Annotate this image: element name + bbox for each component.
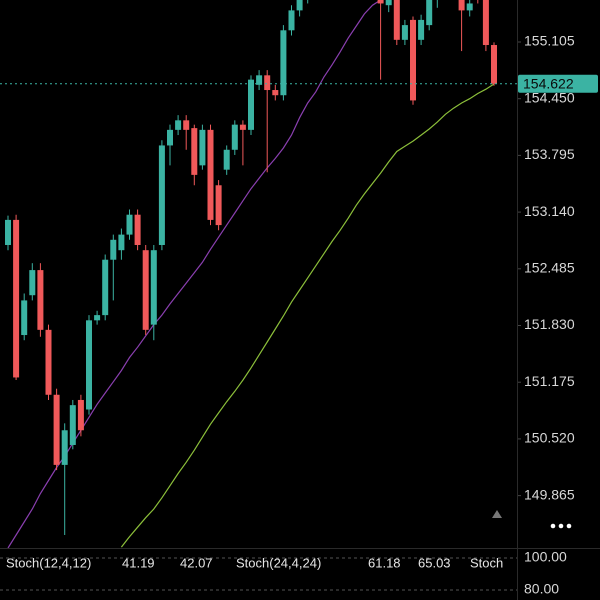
scroll-marker xyxy=(492,510,502,518)
candle-body xyxy=(45,329,52,395)
stoch-name: Stoch xyxy=(470,555,503,570)
stoch-tick-label: 80.00 xyxy=(524,581,559,597)
candle-body xyxy=(458,0,465,11)
stoch-value: 42.07 xyxy=(180,555,213,570)
more-menu[interactable] xyxy=(550,523,572,529)
price-axis: 149.865 150.520 151.175 151.830 152.485 153.1… xyxy=(517,33,598,597)
candle-body xyxy=(102,259,109,316)
candle-body xyxy=(175,120,182,130)
candle-body xyxy=(199,129,206,166)
y-tick-label: 150.520 xyxy=(524,430,575,446)
candle-body xyxy=(426,0,433,26)
menu-dot xyxy=(558,523,564,529)
candle-body xyxy=(21,300,28,336)
y-tick-label: 151.175 xyxy=(524,373,575,389)
candle-body xyxy=(377,0,384,4)
candle-body xyxy=(280,30,287,96)
candle-body xyxy=(94,315,101,321)
last-price-box xyxy=(518,74,598,93)
candle-body xyxy=(482,0,489,46)
candle-body xyxy=(126,214,133,235)
candle-body xyxy=(207,129,214,220)
stoch-value: 61.18 xyxy=(368,555,401,570)
candle-body xyxy=(215,185,222,226)
stoch-name: Stoch(24,4,24) xyxy=(236,555,321,570)
candle-body xyxy=(491,45,497,84)
candle-body xyxy=(231,124,238,150)
candle-body xyxy=(142,250,149,330)
y-tick-label: 151.830 xyxy=(524,316,575,332)
plot-area xyxy=(0,0,517,548)
candle-body xyxy=(401,25,408,40)
candle-body xyxy=(466,3,473,11)
candle-body xyxy=(150,250,157,325)
y-tick-label: 154.450 xyxy=(524,89,575,105)
candle-body xyxy=(183,120,190,130)
candle-body xyxy=(53,394,60,465)
stoch-name: Stoch(12,4,12) xyxy=(6,555,91,570)
candle-body xyxy=(296,0,303,11)
candle-body xyxy=(288,10,295,31)
candle-body xyxy=(158,145,165,245)
candle-body xyxy=(86,320,92,410)
candle-body xyxy=(110,239,117,260)
candle-body xyxy=(29,270,36,296)
candle-body xyxy=(167,129,173,146)
y-tick-label: 152.485 xyxy=(524,260,575,276)
moving-average-line xyxy=(7,0,381,548)
y-tick-label: 155.105 xyxy=(524,33,575,49)
last-price-label: 154.622 xyxy=(523,76,574,92)
candle-body xyxy=(61,430,68,465)
y-tick-label: 153.795 xyxy=(524,146,575,162)
candle-body xyxy=(264,75,271,91)
candle-body xyxy=(37,270,44,330)
candle-body xyxy=(248,79,254,130)
candle-body xyxy=(272,90,279,96)
candle-body xyxy=(77,399,84,431)
candle-body xyxy=(13,219,20,378)
candle-body xyxy=(385,0,392,6)
candle-body xyxy=(256,75,263,85)
stoch-panel: Stoch(12,4,12) 41.19 42.07 Stoch(24,4,24) 61… xyxy=(0,555,517,591)
stoch-value: 65.03 xyxy=(418,555,451,570)
candle-body xyxy=(223,149,230,170)
candle-body xyxy=(69,405,76,445)
candle-body xyxy=(191,128,198,175)
stoch-value: 41.19 xyxy=(122,555,155,570)
menu-dot xyxy=(566,523,572,529)
candle-body xyxy=(393,0,400,40)
stoch-tick-label: 100.00 xyxy=(524,549,567,565)
candle-body xyxy=(418,19,425,40)
candle-body xyxy=(239,124,246,130)
candle-body xyxy=(118,234,125,251)
y-tick-label: 153.140 xyxy=(524,203,575,219)
candle-body xyxy=(5,219,11,245)
candle-body xyxy=(134,214,141,245)
y-tick-label: 149.865 xyxy=(524,486,575,502)
moving-average-line xyxy=(120,83,495,548)
candle-body xyxy=(410,19,416,101)
menu-dot xyxy=(550,523,556,529)
